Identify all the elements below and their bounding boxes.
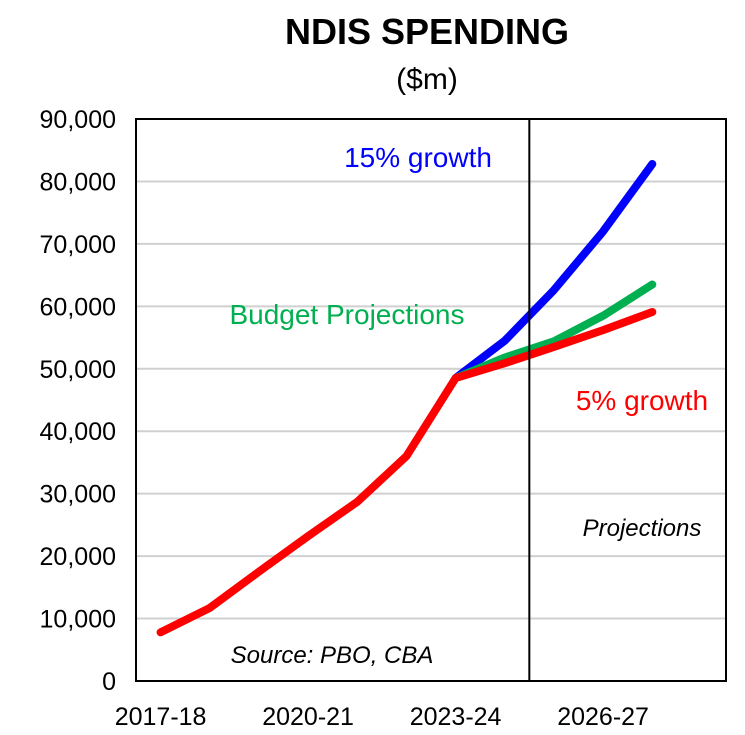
y-tick-label: 30,000 [40, 481, 116, 509]
x-axis-tick-labels: 2017-18 2020-21 2023-24 2026-27 [115, 703, 649, 731]
series-line-budget-projections [451, 280, 657, 383]
y-tick-label: 20,000 [40, 543, 116, 571]
y-tick-label: 50,000 [40, 356, 116, 384]
x-tick-label: 2017-18 [115, 703, 207, 731]
annotation-5-growth: 5% growth [576, 385, 708, 416]
y-tick-label: 90,000 [40, 106, 116, 134]
plot-area-frame [135, 118, 727, 682]
y-axis-tick-labels: 0 10,000 20,000 30,000 40,000 50,000 60,000 70,… [40, 106, 116, 696]
y-tick-label: 60,000 [40, 293, 116, 321]
x-tick-label: 2020-21 [262, 703, 354, 731]
annotation-budget-projections: Budget Projections [229, 299, 464, 330]
x-tick-label: 2023-24 [410, 703, 502, 731]
y-tick-label: 0 [102, 668, 116, 696]
gridlines [136, 180, 726, 620]
chart-subtitle: ($m) [396, 63, 458, 96]
x-tick-label: 2026-27 [557, 703, 649, 731]
chart-title: NDIS SPENDING [285, 11, 569, 52]
y-tick-label: 40,000 [40, 418, 116, 446]
annotation-projections: Projections [583, 515, 702, 542]
y-tick-label: 10,000 [40, 606, 116, 634]
annotation-source: Source: PBO, CBA [231, 642, 434, 669]
series-lines [156, 160, 657, 637]
y-tick-label: 70,000 [40, 231, 116, 259]
y-tick-label: 80,000 [40, 168, 116, 196]
series-line-15-growth [451, 160, 657, 383]
series-line-5-growth [156, 308, 657, 637]
annotation-15-growth: 15% growth [344, 142, 492, 173]
